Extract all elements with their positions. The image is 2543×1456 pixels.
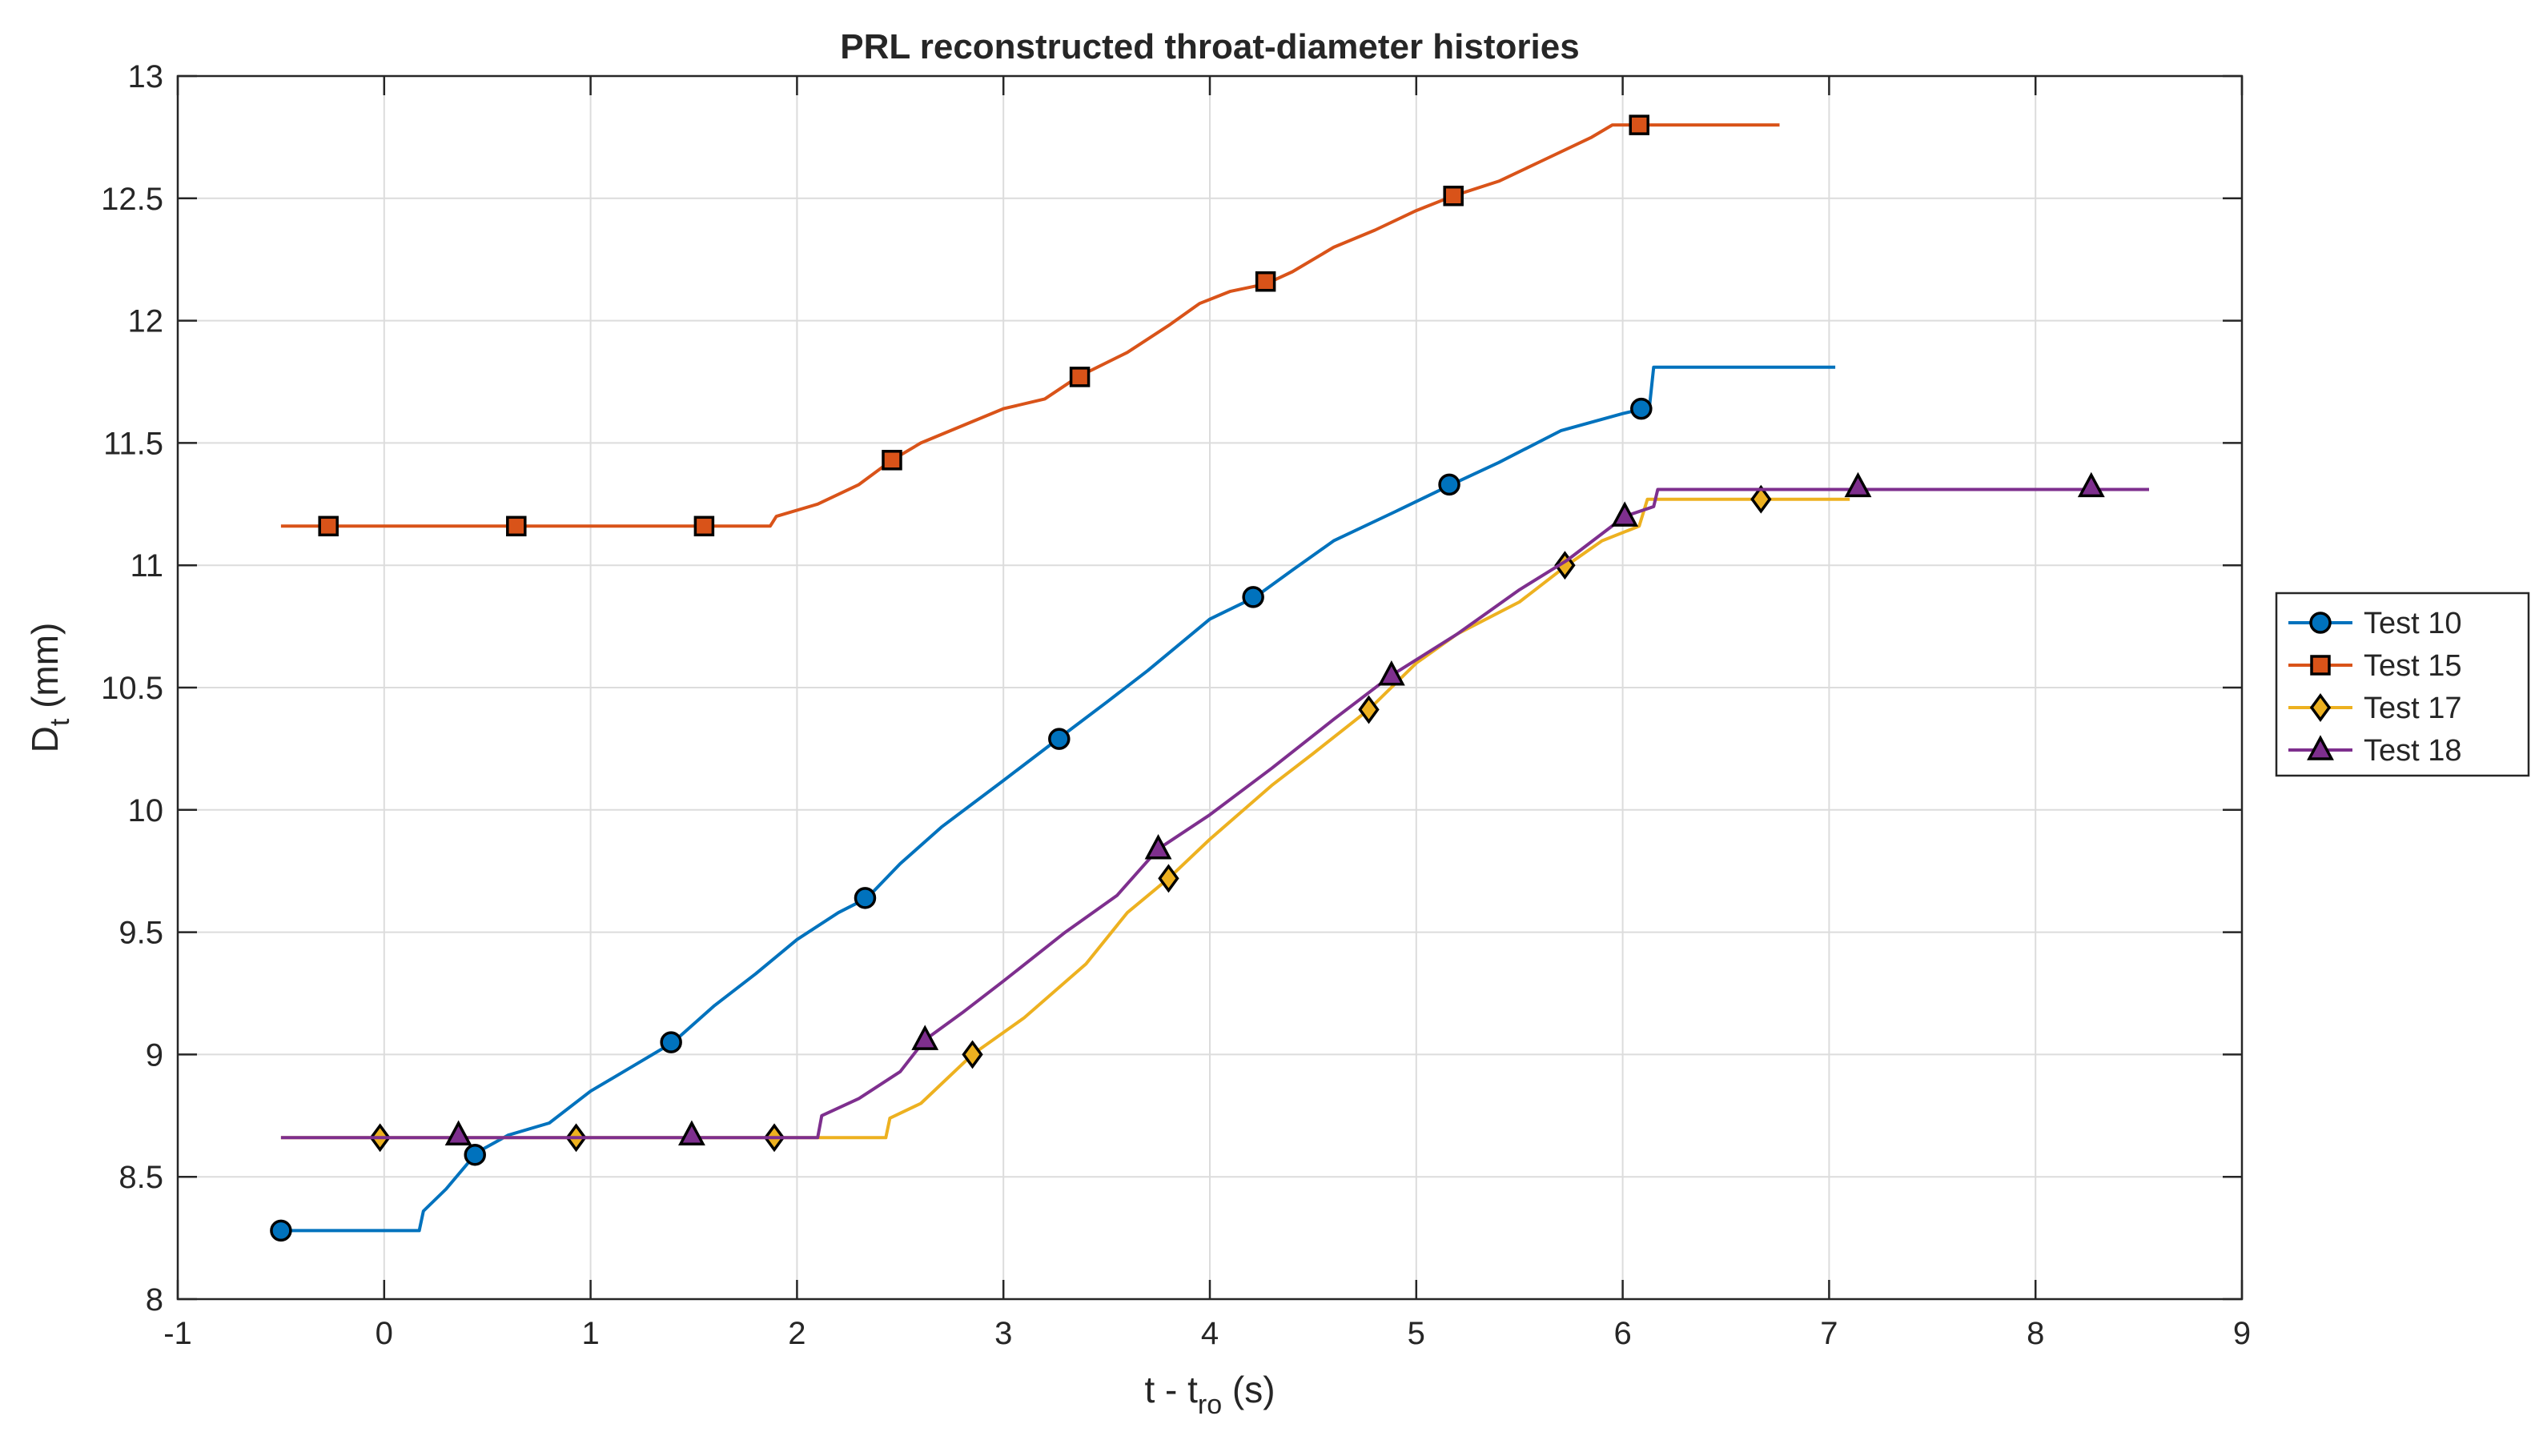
data-point [1158,864,1179,893]
x-tick-label: 5 [1408,1316,1425,1351]
legend-marker [2309,693,2332,722]
x-tick-label: 3 [994,1316,1012,1351]
legend-entry: Test 10 [2288,607,2462,640]
y-tick-label: 12.5 [101,182,163,217]
y-tick-label: 13 [128,59,164,94]
x-tick-label: 0 [376,1316,393,1351]
series-line [280,487,2149,1140]
data-point [1255,271,1276,292]
data-point [660,1031,682,1053]
legend-label: Test 15 [2364,649,2462,683]
y-tick-label: 8 [146,1282,163,1318]
legend-marker [2310,655,2331,676]
x-tick-label: 1 [581,1316,599,1351]
data-point [1242,586,1264,608]
series-line [280,365,1836,1233]
y-axis-label-unit: (mm) [24,623,66,719]
x-axis-label-unit: (s) [1222,1369,1275,1410]
y-axis-label: Dt (mm) [24,623,75,753]
legend-label: Test 17 [2364,692,2462,725]
chart-title: PRL reconstructed throat-diameter histor… [840,27,1579,66]
x-axis-label-main: t - t [1144,1369,1198,1410]
data-point [464,1143,486,1166]
y-tick-label: 11.5 [103,426,163,461]
data-point [1611,501,1639,527]
data-point [1144,834,1172,860]
data-point [677,1120,705,1145]
series-layer [270,114,2149,1242]
y-tick-label: 9 [146,1037,163,1073]
legend-label: Test 10 [2364,607,2462,640]
y-tick-label: 11 [130,548,163,584]
data-point [1377,660,1405,686]
y-tick-label: 8.5 [119,1160,163,1195]
x-tick-label: -1 [163,1316,192,1351]
legend-marker [2307,735,2334,760]
data-point [1438,473,1460,496]
legend-marker [2309,612,2332,634]
x-tick-label: 8 [2027,1316,2044,1351]
series-test-15 [280,114,1780,537]
legend-entry: Test 17 [2288,692,2462,725]
legend-entry: Test 18 [2288,734,2462,768]
series-test-17 [280,484,1850,1153]
data-point [1069,367,1091,387]
data-point [270,1219,292,1242]
series-line [280,497,1850,1140]
x-tick-label: 6 [1613,1316,1631,1351]
y-tick-label: 10.5 [101,671,163,706]
data-point [444,1120,472,1145]
data-point [1629,114,1649,135]
data-point [1750,484,1772,514]
y-axis-label-sub: t [45,718,75,726]
data-point [882,450,902,471]
data-point [2077,471,2105,498]
x-axis-label: t - tro (s) [1144,1369,1275,1420]
legend-label: Test 18 [2364,734,2462,768]
data-point [962,1040,983,1069]
data-point [1844,471,1872,498]
data-point [1630,397,1653,420]
x-tick-label: 2 [788,1316,805,1351]
data-point [693,515,715,537]
data-point [854,887,877,909]
x-tick-label: 9 [2233,1316,2251,1351]
series-test-18 [280,471,2149,1145]
series-test-10 [270,365,1836,1242]
y-tick-label: 12 [128,304,164,339]
data-point [1048,728,1071,750]
data-point [506,515,527,537]
y-axis-label-main: D [24,726,66,752]
x-tick-label: 7 [1820,1316,1838,1351]
data-point [1358,695,1380,724]
data-point [911,1025,939,1050]
legend-items: Test 10 Test 15 Test 17 Test 18 [2288,607,2462,768]
legend-entry: Test 15 [2288,649,2462,683]
y-tick-label: 9.5 [119,916,163,951]
x-tick-label: 4 [1201,1316,1219,1351]
y-tick-label: 10 [128,793,164,828]
series-line [280,123,1780,528]
data-point [318,515,339,537]
x-axis-label-sub: ro [1198,1390,1222,1420]
data-point [1443,185,1464,207]
legend: Test 10 Test 15 Test 17 Test 18 [2275,592,2530,777]
